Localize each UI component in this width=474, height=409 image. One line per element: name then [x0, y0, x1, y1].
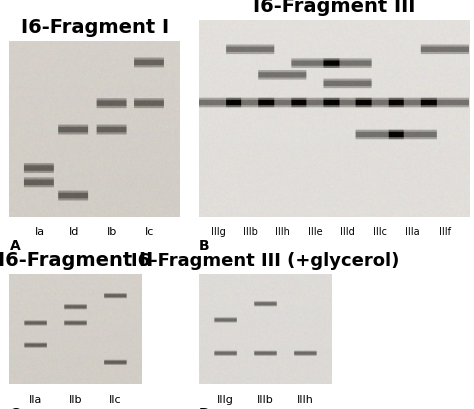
- Text: IIIf: IIIf: [439, 227, 451, 237]
- Text: Ib: Ib: [107, 227, 117, 237]
- Text: I6-Fragment III (+glycerol): I6-Fragment III (+glycerol): [131, 252, 400, 270]
- Text: I6-Fragment II: I6-Fragment II: [0, 251, 154, 270]
- Text: IIIb: IIIb: [243, 227, 258, 237]
- Text: Id: Id: [69, 227, 80, 237]
- Text: IIIa: IIIa: [405, 227, 420, 237]
- Text: D: D: [199, 407, 210, 409]
- Text: IIIh: IIIh: [275, 227, 290, 237]
- Text: B: B: [199, 239, 210, 253]
- Text: A: A: [9, 239, 20, 253]
- Text: IIIg: IIIg: [217, 395, 234, 405]
- Text: IIId: IIId: [340, 227, 355, 237]
- Text: Ic: Ic: [145, 227, 154, 237]
- Text: IIIg: IIIg: [210, 227, 225, 237]
- Text: IIIc: IIIc: [373, 227, 387, 237]
- Text: IIIb: IIIb: [257, 395, 274, 405]
- Text: I6-Fragment I: I6-Fragment I: [21, 18, 169, 37]
- Text: IIIe: IIIe: [308, 227, 323, 237]
- Text: C: C: [9, 407, 20, 409]
- Text: IIb: IIb: [69, 395, 82, 405]
- Text: I6-Fragment III: I6-Fragment III: [253, 0, 415, 16]
- Text: IIIh: IIIh: [297, 395, 314, 405]
- Text: IIa: IIa: [29, 395, 43, 405]
- Text: IIc: IIc: [109, 395, 122, 405]
- Text: Ia: Ia: [35, 227, 45, 237]
